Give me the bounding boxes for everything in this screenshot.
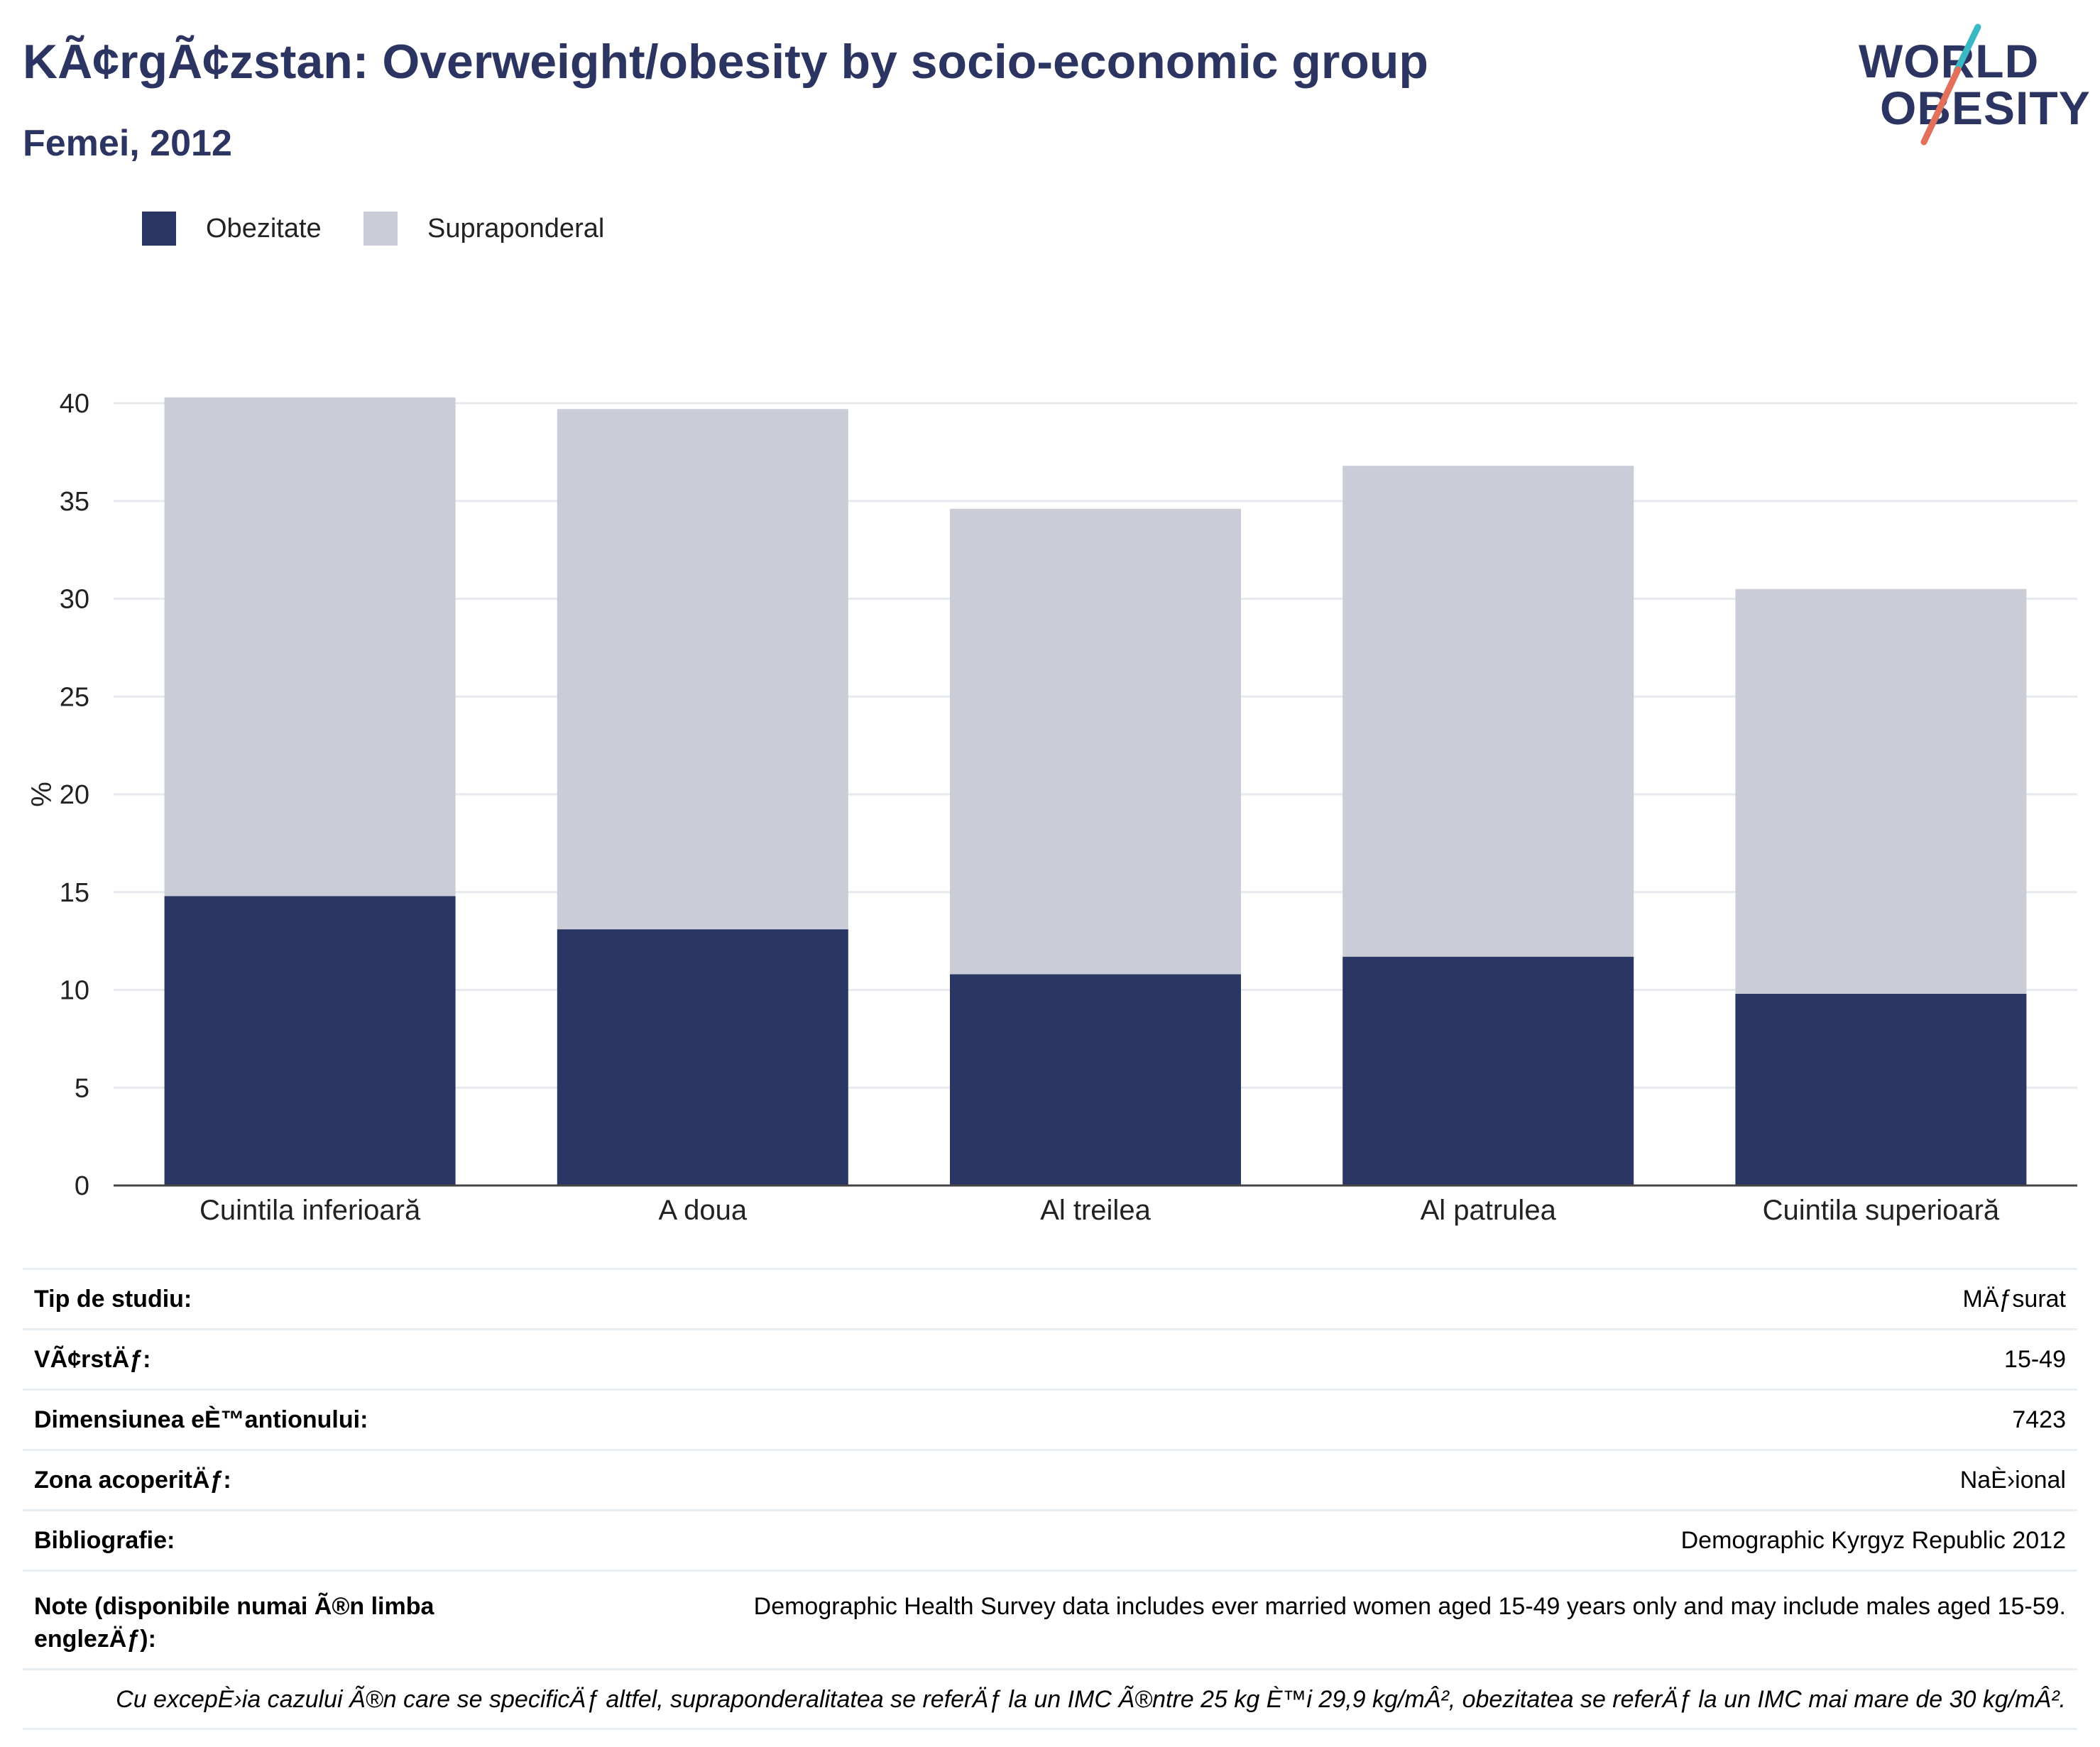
info-row: Tip de studiu: MÄƒsurat [23,1268,2077,1328]
chart-title: KÃ¢rgÃ¢zstan: Overweight/obesity by soci… [23,35,1428,89]
bar-obesity [950,974,1241,1185]
y-axis-label: % [26,782,58,807]
info-value: 7423 [2012,1406,2066,1433]
world-obesity-logo: WORLD OBESITY [1852,21,2090,149]
y-tick-label: 10 [60,976,89,1006]
logo-line-1: WORLD [1859,35,2040,87]
info-label: Zona acoperitÄƒ: [34,1466,231,1494]
info-value: Demographic Kyrgyz Republic 2012 [1680,1526,2066,1554]
x-tick-label: A doua [659,1195,748,1226]
bar-overweight [1735,588,2027,995]
bar-obesity [557,929,848,1185]
logo-slash-icon [1920,23,1981,146]
legend-swatch-overweight [363,212,398,246]
survey-info-table: Tip de studiu: MÄƒsurat VÃ¢rstÄƒ: 15-49 Dime… [23,1268,2077,1730]
info-row-notes: Note (disponibile numai Ã®n limba englez… [23,1570,2077,1668]
info-label: Dimensiunea eÈ™antionului: [34,1406,368,1433]
info-row: Bibliografie: Demographic Kyrgyz Republic… [23,1509,2077,1570]
info-label: Tip de studiu: [34,1285,192,1313]
info-footnote: Cu excepÈ›ia cazului Ã®n care se specifi… [23,1668,2077,1730]
legend-swatch-obesity [142,212,176,246]
info-row: Dimensiunea eÈ™antionului: 7423 [23,1389,2077,1449]
legend-item-obesity[interactable]: Obezitate [142,212,322,246]
x-tick-label: Cuintila inferioară [199,1195,421,1226]
logo-slash-top [1953,23,1981,75]
legend-label-obesity: Obezitate [206,213,322,243]
stacked-bar-chart: 0 5 10 15 20 25 30 35 40% Cuintila inferioară A do… [26,389,2077,1226]
info-label: Bibliografie: [34,1526,175,1554]
x-tick-label: Cuintila superioară [1763,1195,2000,1226]
y-tick-label: 0 [75,1171,89,1201]
y-tick-label: 15 [60,878,89,908]
info-label-notes: Note (disponibile numai Ã®n limba englez… [34,1593,434,1653]
y-tick-label: 5 [75,1073,89,1103]
bar-obesity [164,896,456,1185]
info-value-notes: Demographic Health Survey data includes … [753,1593,2066,1620]
y-tick-label: 20 [60,780,89,810]
bar-overweight [950,508,1241,975]
bar-overweight [164,397,456,897]
info-value: 15-49 [2004,1345,2066,1373]
info-label: VÃ¢rstÄƒ: [34,1345,151,1373]
y-tick-label: 35 [60,487,89,517]
x-tick-label: Al treilea [1040,1195,1151,1226]
y-tick-label: 30 [60,585,89,615]
legend-item-overweight[interactable]: Supraponderal [363,212,604,246]
info-value: NaÈ›ional [1959,1466,2066,1494]
legend-label-overweight: Supraponderal [427,213,605,243]
bar-overweight [557,409,848,930]
y-tick-label: 25 [60,682,89,712]
bar-obesity [1342,956,1634,1185]
bar-overweight [1342,466,1634,957]
bar-obesity [1735,994,2027,1185]
info-row: VÃ¢rstÄƒ: 15-49 [23,1328,2077,1389]
info-value: MÄƒsurat [1962,1285,2067,1313]
info-row: Zona acoperitÄƒ: NaÈ›ional [23,1449,2077,1509]
logo-slash-bottom [1920,66,1962,146]
x-tick-label: Al patrulea [1421,1195,1557,1226]
logo-line-2: OBESITY [1880,82,2091,134]
y-tick-label: 40 [60,389,89,419]
chart-subtitle: Femei, 2012 [23,123,232,164]
